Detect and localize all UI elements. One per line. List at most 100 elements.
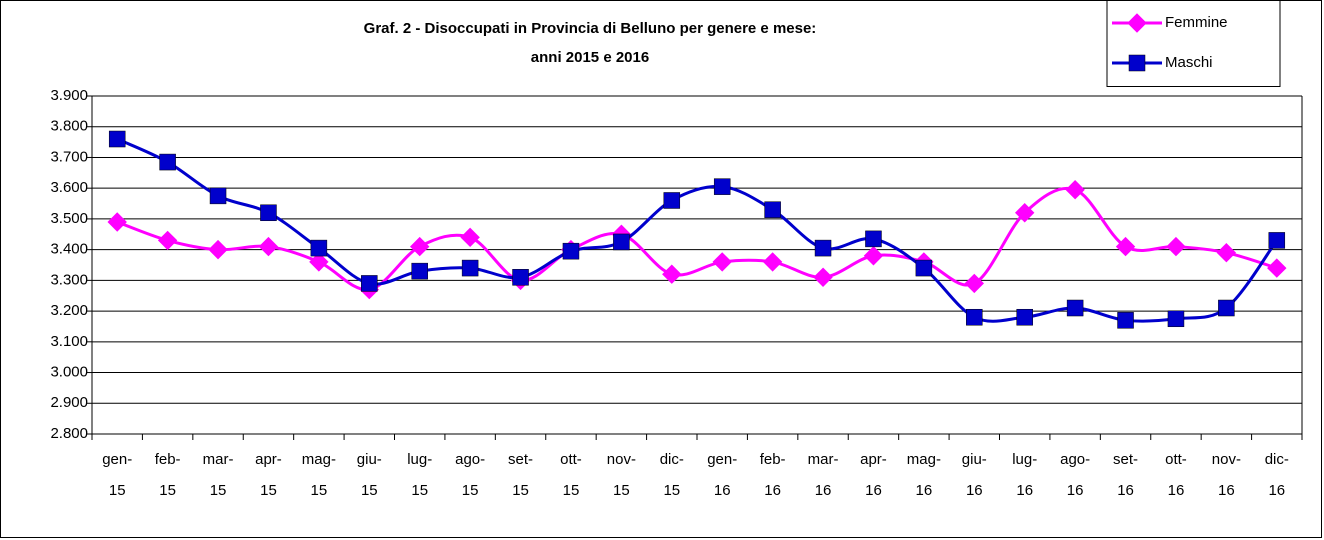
x-tick-label-line: 15 bbox=[663, 482, 680, 499]
x-tick-label-line: 16 bbox=[1218, 482, 1235, 499]
marker bbox=[260, 204, 277, 222]
y-tick-label: 3.100 bbox=[50, 333, 88, 350]
marker bbox=[663, 192, 681, 209]
x-tick-label: gen- 16 bbox=[707, 451, 737, 499]
x-tick-label-line: 16 bbox=[1117, 482, 1134, 499]
x-tick-label-line: 16 bbox=[966, 482, 983, 499]
marker bbox=[107, 212, 127, 232]
x-tick-label-line: lug- bbox=[1012, 451, 1037, 468]
marker bbox=[762, 252, 783, 272]
plot-area bbox=[92, 96, 1302, 434]
y-tick-label: 3.800 bbox=[50, 118, 88, 135]
marker bbox=[1117, 312, 1134, 329]
marker bbox=[966, 308, 983, 326]
y-tick-label: 2.800 bbox=[50, 425, 88, 442]
legend-label: Femmine bbox=[1165, 14, 1228, 31]
x-tick-label-line: giu- bbox=[962, 451, 987, 468]
marker bbox=[1267, 258, 1287, 278]
x-tick-label-line: lug- bbox=[407, 451, 432, 468]
x-tick-label: apr- 15 bbox=[255, 451, 282, 499]
marker bbox=[258, 236, 279, 257]
x-tick-label: mar- 16 bbox=[808, 451, 839, 499]
marker bbox=[1016, 308, 1033, 326]
x-tick-label-line: 16 bbox=[1067, 482, 1084, 499]
marker bbox=[865, 230, 882, 248]
x-tick-label-line: 16 bbox=[714, 482, 731, 499]
y-tick-label: 3.300 bbox=[50, 271, 88, 288]
x-tick-label-line: dic- bbox=[660, 451, 684, 468]
x-tick-label: ott- 15 bbox=[560, 451, 582, 499]
x-tick-label-line: 15 bbox=[563, 482, 580, 499]
x-tick-label-line: 15 bbox=[512, 482, 529, 499]
marker bbox=[209, 187, 227, 205]
x-tick-label: dic- 16 bbox=[1265, 451, 1289, 499]
x-tick-label-line: 16 bbox=[1268, 482, 1285, 499]
x-tick-label: feb- 16 bbox=[760, 451, 786, 499]
x-tick-label: lug- 16 bbox=[1012, 451, 1037, 499]
x-tick-label-line: 16 bbox=[1016, 482, 1033, 499]
marker bbox=[1066, 299, 1084, 317]
x-tick-label-line: 16 bbox=[764, 482, 781, 499]
x-tick-label-line: 15 bbox=[159, 482, 176, 499]
marker bbox=[1128, 54, 1146, 72]
marker bbox=[613, 233, 630, 251]
x-tick-label-line: ago- bbox=[1060, 451, 1090, 468]
marker bbox=[1015, 203, 1035, 223]
y-tick-label: 3.200 bbox=[50, 302, 88, 319]
x-tick-label-line: ott- bbox=[1165, 451, 1187, 468]
x-tick-label-line: 16 bbox=[865, 482, 882, 499]
x-tick-label: gen- 15 bbox=[102, 451, 132, 499]
chart-title: Graf. 2 - Disoccupati in Provincia di Be… bbox=[364, 20, 817, 37]
y-tick-label: 3.900 bbox=[50, 87, 88, 104]
x-tick-label: mag- 15 bbox=[302, 451, 336, 499]
marker bbox=[512, 269, 529, 286]
marker bbox=[159, 153, 176, 171]
marker bbox=[1268, 232, 1286, 249]
x-tick-label-line: 15 bbox=[311, 482, 328, 499]
marker bbox=[1065, 180, 1085, 200]
x-tick-label-line: apr- bbox=[860, 451, 887, 468]
x-tick-label-line: nov- bbox=[1212, 451, 1241, 468]
marker bbox=[1216, 243, 1237, 263]
marker bbox=[662, 264, 682, 284]
legend-label: Maschi bbox=[1165, 54, 1213, 71]
marker bbox=[1115, 236, 1136, 257]
marker bbox=[411, 262, 428, 280]
marker bbox=[1166, 236, 1186, 257]
marker bbox=[814, 239, 832, 257]
marker bbox=[208, 239, 228, 260]
x-tick-label-line: gen- bbox=[707, 451, 737, 468]
x-tick-label-line: feb- bbox=[760, 451, 786, 468]
x-tick-label: ago- 16 bbox=[1060, 451, 1090, 499]
marker bbox=[915, 259, 933, 277]
marker bbox=[157, 230, 178, 251]
x-tick-label: mag- 16 bbox=[907, 451, 941, 499]
marker bbox=[410, 236, 430, 257]
x-tick-label-line: 16 bbox=[815, 482, 832, 499]
y-tick-label: 2.900 bbox=[50, 394, 88, 411]
x-tick-label: dic- 15 bbox=[660, 451, 684, 499]
x-tick-label-line: 15 bbox=[361, 482, 378, 499]
x-tick-label-line: mag- bbox=[302, 451, 336, 468]
x-tick-label: mar- 15 bbox=[203, 451, 234, 499]
marker bbox=[1167, 310, 1185, 328]
x-tick-label: nov- 16 bbox=[1212, 451, 1241, 499]
x-tick-label-line: set- bbox=[1113, 451, 1138, 468]
marker bbox=[461, 259, 479, 277]
y-tick-label: 3.700 bbox=[50, 148, 88, 165]
y-tick-label: 3.400 bbox=[50, 241, 88, 258]
x-tick-label-line: nov- bbox=[607, 451, 636, 468]
x-tick-label-line: mar- bbox=[203, 451, 234, 468]
x-tick-label: ott- 16 bbox=[1165, 451, 1187, 499]
chart-title: anni 2015 e 2016 bbox=[531, 49, 649, 66]
x-tick-label: feb- 15 bbox=[155, 451, 181, 499]
y-tick-label: 3.000 bbox=[50, 364, 88, 381]
x-tick-label-line: 15 bbox=[210, 482, 227, 499]
marker bbox=[108, 130, 126, 148]
marker bbox=[1127, 13, 1147, 33]
x-tick-label-line: dic- bbox=[1265, 451, 1289, 468]
x-tick-label: lug- 15 bbox=[407, 451, 432, 499]
x-tick-label-line: giu- bbox=[357, 451, 382, 468]
x-tick-label-line: 15 bbox=[462, 482, 479, 499]
